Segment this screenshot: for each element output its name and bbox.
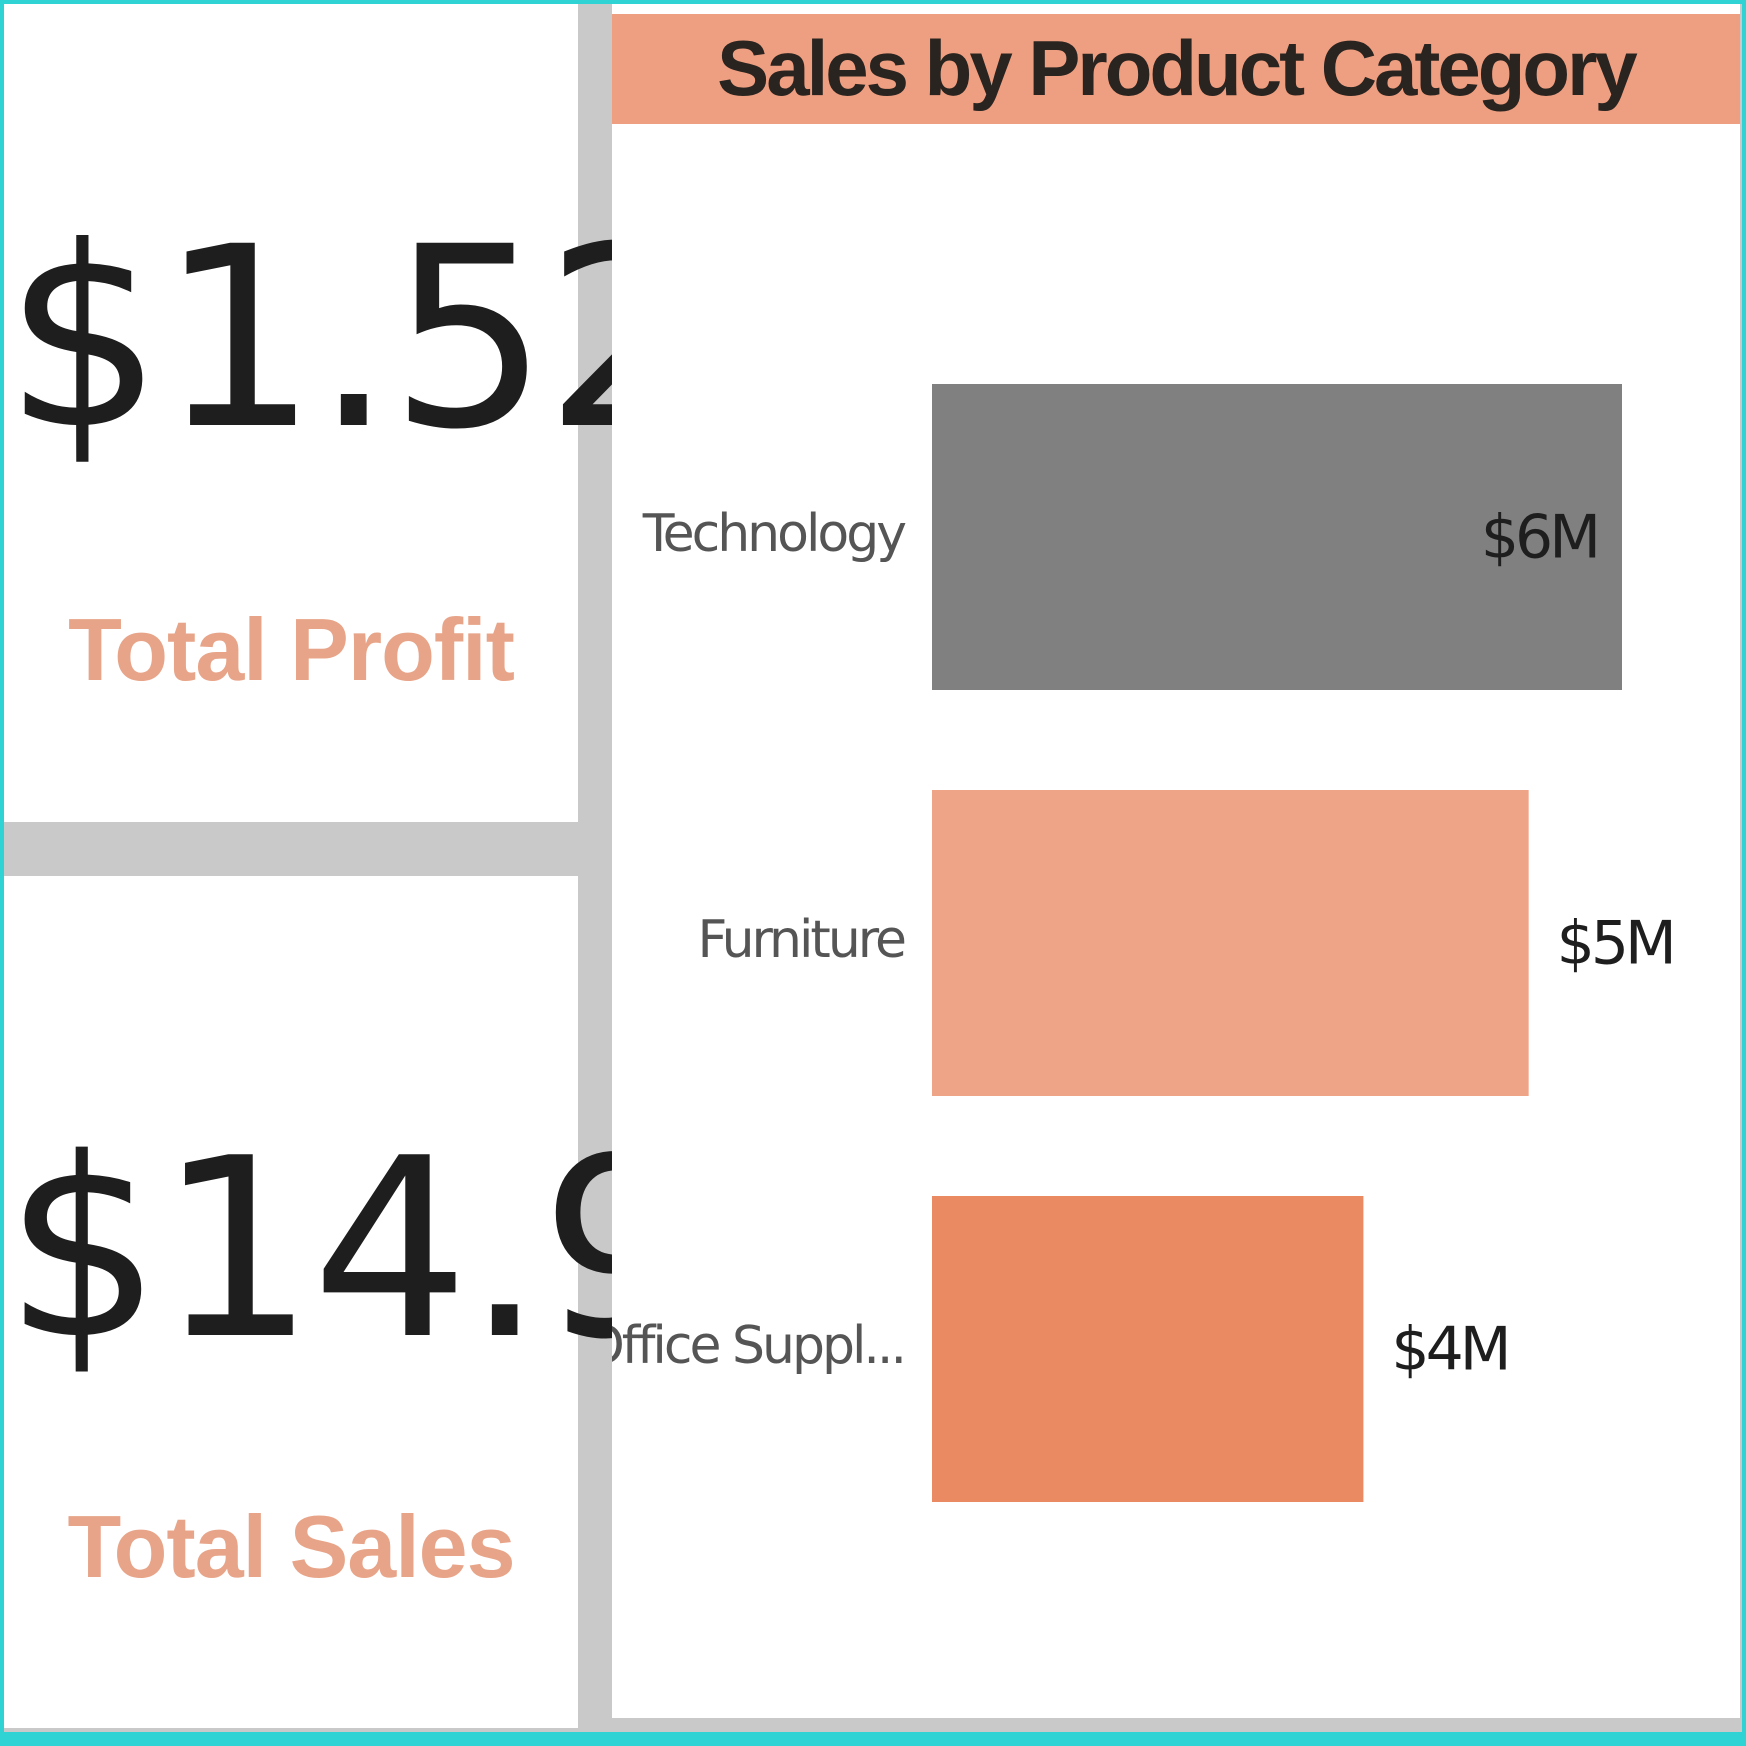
category-label-technology: Technology xyxy=(642,504,907,564)
data-label-furniture: $5M xyxy=(1557,909,1673,979)
total-profit-card[interactable]: $1.52M Total Profit xyxy=(4,4,915,822)
total-sales-value: $14.92M xyxy=(4,1106,1062,1394)
bar-office-suppl[interactable] xyxy=(932,1196,1364,1502)
bar-technology[interactable] xyxy=(932,384,1622,690)
total-profit-label: Total Profit xyxy=(68,600,515,699)
bar-chart: Technology $6M Furniture $5M Office Suppl...… xyxy=(612,384,1677,1502)
total-sales-label: Total Sales xyxy=(67,1497,515,1596)
category-label-furniture: Furniture xyxy=(698,910,905,970)
chart-title: Sales by Product Category xyxy=(717,24,1638,112)
sales-by-category-card[interactable]: Sales by Product Category Technology $6M F… xyxy=(612,4,1740,1718)
chart-title-band: Sales by Product Category xyxy=(612,14,1740,124)
data-label-office-suppl: $4M xyxy=(1391,1315,1507,1385)
total-profit-value: $1.52M xyxy=(4,193,915,484)
total-sales-card[interactable]: $14.92M Total Sales xyxy=(4,876,1062,1728)
bar-furniture[interactable] xyxy=(932,790,1529,1096)
data-label-technology: $6M xyxy=(1481,503,1597,573)
category-label-office-suppl: Office Suppl... xyxy=(612,1316,904,1376)
